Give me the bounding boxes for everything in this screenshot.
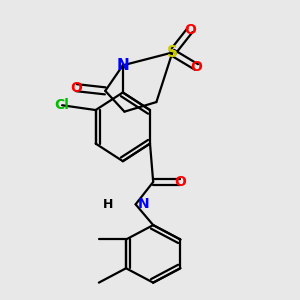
Text: O: O (184, 23, 196, 37)
Text: S: S (167, 45, 178, 60)
Text: Cl: Cl (55, 98, 70, 112)
Text: O: O (70, 81, 83, 95)
Text: H: H (103, 198, 114, 211)
Text: O: O (174, 175, 186, 189)
Text: O: O (190, 60, 202, 74)
Text: N: N (138, 197, 149, 211)
Text: N: N (116, 58, 129, 73)
